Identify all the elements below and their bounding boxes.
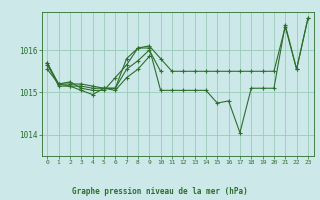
Text: Graphe pression niveau de la mer (hPa): Graphe pression niveau de la mer (hPa) (72, 187, 248, 196)
